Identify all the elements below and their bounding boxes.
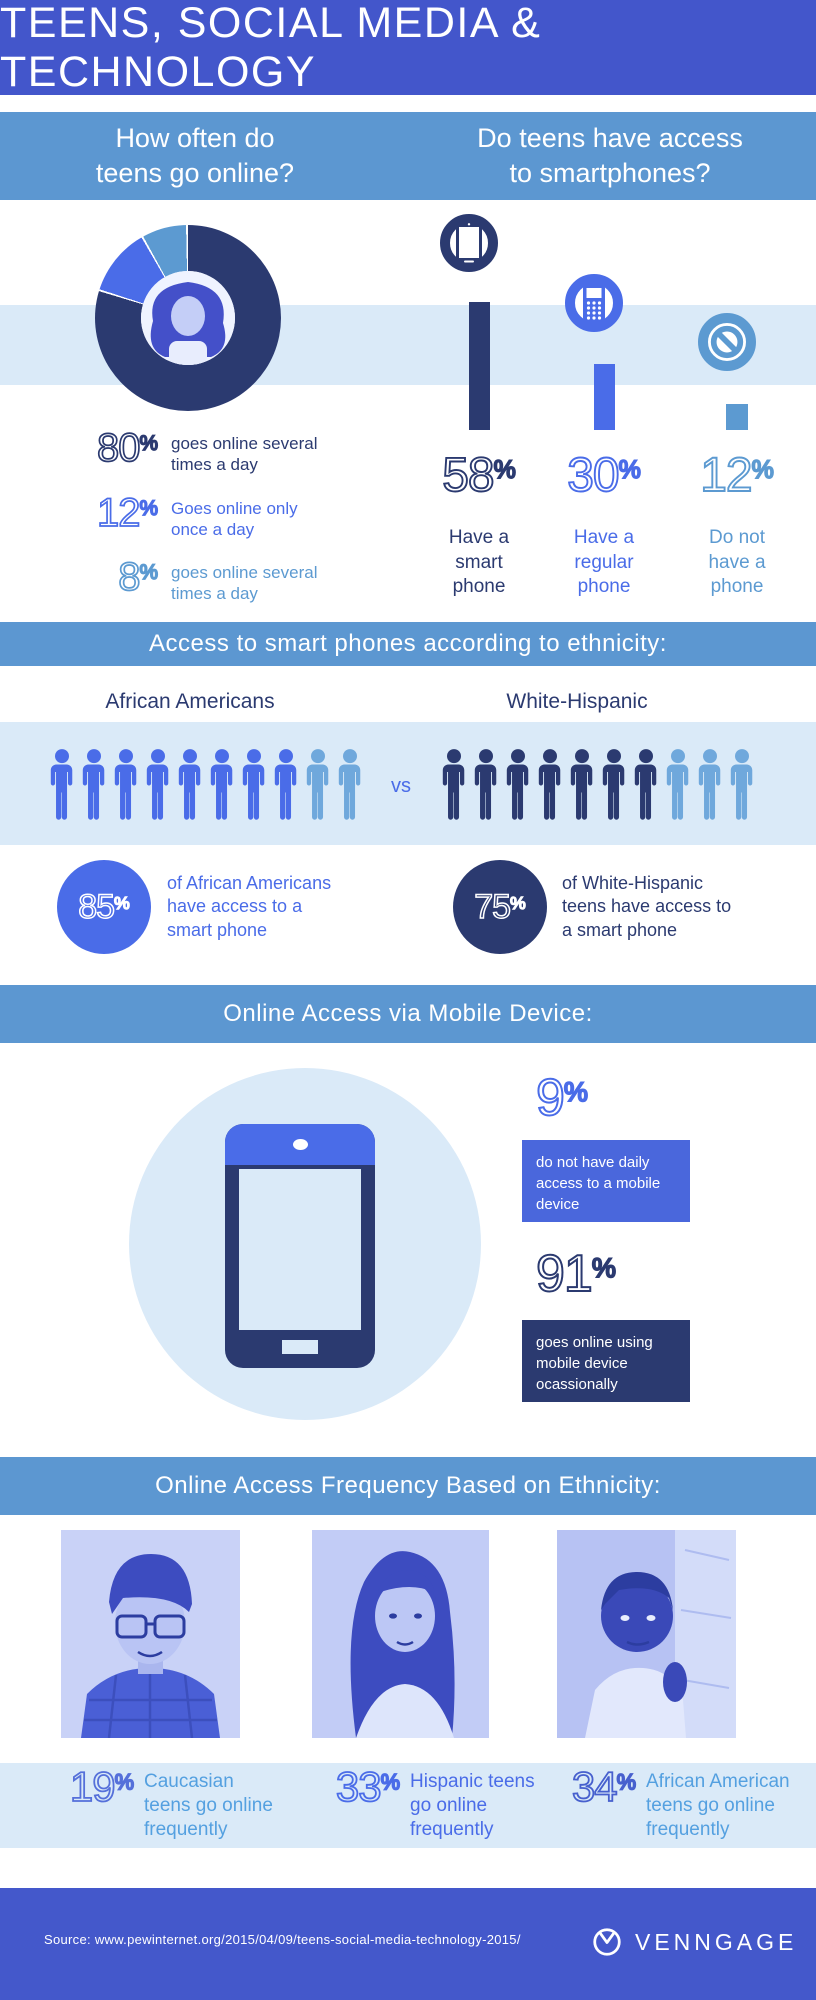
stat-value: 12%	[96, 490, 159, 535]
footer: Source: www.pewinternet.org/2015/04/09/t…	[0, 1888, 816, 2000]
stat-circle-75: 75%	[453, 860, 547, 954]
bar-regular-phone	[594, 364, 615, 430]
stat-label: Hispanic teens go online frequently	[410, 1771, 535, 1840]
section-banner-mobile-access: Online Access via Mobile Device:	[0, 985, 816, 1043]
header: TEENS, SOCIAL MEDIA & TECHNOLOGY	[0, 0, 816, 96]
stat-value: 85%	[77, 888, 130, 926]
pictograph-white-hispanic	[440, 747, 756, 827]
person-icon	[48, 747, 76, 825]
section-banner-ethnicity: Access to smart phones according to ethn…	[0, 622, 816, 666]
person-icon	[240, 747, 268, 825]
stat-label: of African Americans have access to a sm…	[167, 873, 332, 940]
stat-value: 34%	[571, 1763, 637, 1810]
bar-no-phone	[726, 403, 748, 430]
person-icon	[504, 747, 532, 825]
person-icon	[304, 747, 332, 825]
stat-box-9: do not have daily access to a mobile dev…	[522, 1140, 690, 1222]
phone-home-button	[282, 1340, 318, 1354]
stat-label: Goes online only once a day	[171, 498, 298, 539]
feature-phone-icon	[565, 274, 623, 332]
section-banner-frequency-ethnicity: Online Access Frequency Based on Ethnici…	[0, 1457, 816, 1515]
light-band-3	[0, 1763, 816, 1848]
stat-label: goes online several times a day	[171, 563, 318, 604]
question-smartphone-access: Do teens have access to smartphones?	[477, 123, 743, 188]
person-icon	[336, 747, 364, 825]
teen-girl-photo-icon	[141, 271, 235, 365]
group-label-white-hispanic: White-Hispanic	[506, 690, 648, 713]
stat-hispanic: 33% Hispanic teens go online frequently	[314, 1763, 535, 1841]
group-label-african-americans: African Americans	[105, 690, 275, 713]
person-icon	[176, 747, 204, 825]
person-icon	[144, 747, 172, 825]
stat-row: 8% goes online several times a day	[88, 555, 408, 605]
smartphone-icon	[440, 214, 498, 272]
stat-row: 80% goes online several times a day	[88, 426, 408, 476]
source-text: Source: www.pewinternet.org/2015/04/09/t…	[44, 1932, 521, 1947]
phone-screen	[239, 1169, 361, 1330]
stat-label: Have a regular phone	[573, 527, 635, 598]
person-icon	[272, 747, 300, 825]
stat-value-91: 91%	[535, 1245, 617, 1303]
questions-banner: How often do teens go online? Do teens h…	[0, 112, 816, 200]
stat-box-91: goes online using mobile device ocassion…	[522, 1320, 690, 1402]
person-icon	[440, 747, 468, 825]
person-icon	[728, 747, 756, 825]
stat-value: 33%	[335, 1763, 401, 1810]
stat-african-american: 34% African American teens go online fre…	[550, 1763, 790, 1841]
smartphone-access-chart: 58% 30% 12% Have a smart phone Have a re…	[400, 200, 816, 625]
venngage-brand: VENNGAGE	[591, 1926, 797, 1958]
mobile-phone-illustration	[225, 1124, 375, 1368]
stat-label: goes online several times a day	[171, 434, 318, 475]
person-icon	[696, 747, 724, 825]
stat-caucasian: 19% Caucasian teens go online frequently	[48, 1763, 273, 1841]
page-title: TEENS, SOCIAL MEDIA & TECHNOLOGY	[0, 0, 542, 96]
stat-value: 8%	[117, 555, 158, 599]
no-phone-icon	[698, 313, 756, 371]
person-icon	[208, 747, 236, 825]
stat-row: 12% Goes online only once a day	[88, 490, 408, 541]
stat-value-9: 9%	[535, 1069, 589, 1127]
stat-label: Caucasian teens go online frequently	[144, 1771, 273, 1840]
bar-smartphone	[469, 302, 490, 430]
person-icon	[568, 747, 596, 825]
photo-african-american-teen	[557, 1530, 736, 1738]
stat-value: 58%	[441, 449, 516, 502]
photo-caucasian-teen	[61, 1530, 240, 1738]
stat-value: 19%	[69, 1763, 135, 1810]
pictograph-african-americans	[48, 747, 364, 827]
online-frequency-stats: 80% goes online several times a day 12% …	[88, 426, 408, 622]
donut-center-photo	[141, 271, 235, 365]
person-icon	[80, 747, 108, 825]
stat-value: 75%	[473, 888, 526, 926]
person-icon	[664, 747, 692, 825]
person-icon	[632, 747, 660, 825]
phone-camera-dot	[293, 1139, 308, 1150]
person-icon	[536, 747, 564, 825]
stat-label: African American teens go online frequen…	[646, 1771, 790, 1840]
vs-label: vs	[391, 775, 411, 797]
stat-value: 30%	[566, 449, 641, 502]
question-online-frequency: How often do teens go online?	[95, 123, 295, 188]
stat-label: Do not have a phone	[708, 527, 766, 598]
stat-value: 80%	[96, 426, 159, 470]
person-icon	[472, 747, 500, 825]
venngage-logo-icon	[593, 1928, 621, 1956]
person-icon	[600, 747, 628, 825]
person-icon	[112, 747, 140, 825]
photo-hispanic-teen	[312, 1530, 489, 1738]
brand-name: VENNGAGE	[635, 1928, 798, 1955]
stat-value: 12%	[699, 449, 774, 502]
stat-circle-85: 85%	[57, 860, 151, 954]
stat-label: Have a smart phone	[448, 527, 510, 598]
stat-label: of White-Hispanic teens have access to a…	[562, 873, 732, 940]
online-frequency-donut-chart	[95, 225, 281, 411]
